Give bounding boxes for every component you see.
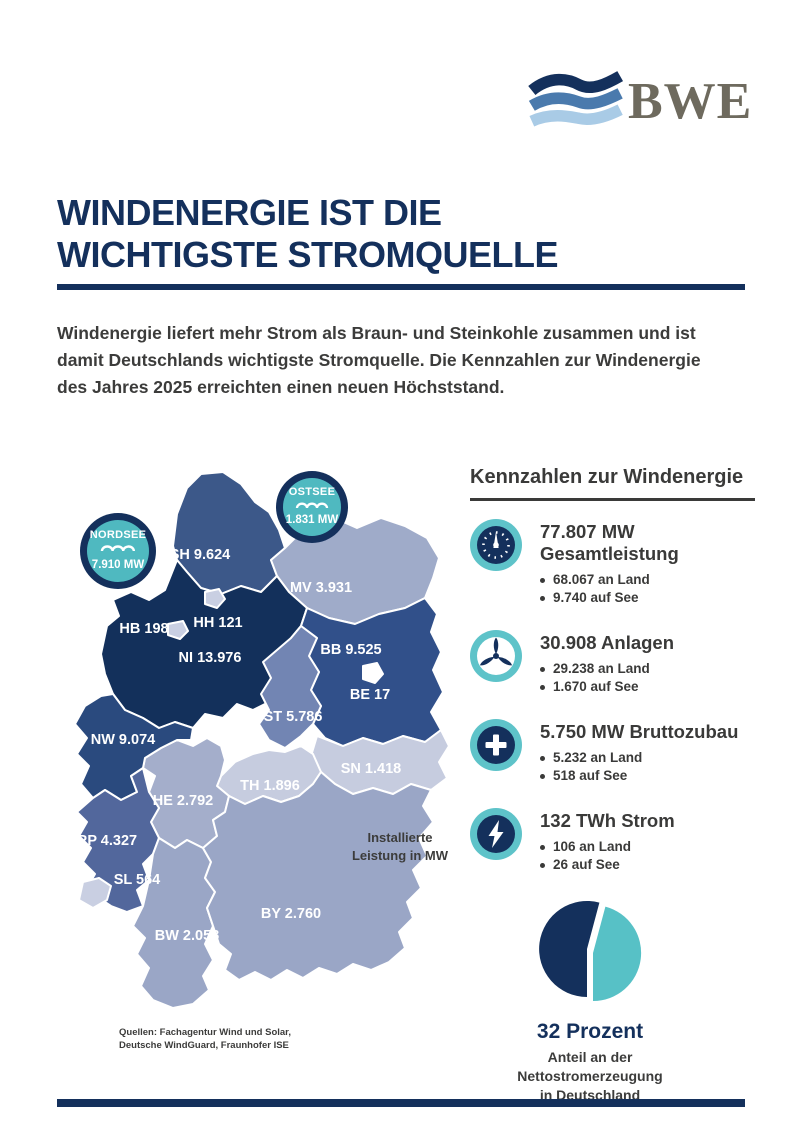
germany-map: SH 9.624 MV 3.931 NI 13.976 BB 9.525 ST … [55, 468, 455, 1060]
bullet-dot [540, 595, 545, 601]
state-ST [258, 625, 322, 749]
state-SL [78, 877, 112, 909]
stat-turbine-count-offshore: 1.670 auf See [540, 678, 674, 696]
pie-percent-label: 32 Prozent [536, 1020, 644, 1043]
turbine-icon [470, 630, 522, 682]
germany-choropleth-svg: SH 9.624 MV 3.931 NI 13.976 BB 9.525 ST … [74, 471, 450, 1051]
stat-gross-additions-onshore: 5.232 an Land [540, 749, 738, 767]
state-label-SN: SN 1.418 [341, 761, 401, 777]
share-pie-block: 32 Prozent Anteil an der Nettostromerzeu… [470, 897, 710, 1105]
nordsee-badge-value: 7.910 MW [92, 559, 145, 571]
bullet-dot [540, 577, 545, 583]
intro-paragraph: Windenergie liefert mehr Strom als Braun… [57, 323, 701, 397]
ostsee-wave-icon [295, 502, 329, 509]
ostsee-badge-value: 1.831 MW [286, 514, 339, 526]
state-HH [204, 588, 226, 609]
nordsee-badge-name: NORDSEE [90, 529, 147, 541]
pie-slice-wind [593, 906, 642, 1002]
nordsee-wave-icon [100, 545, 135, 552]
stat-turbine-count-headline: 30.908 Anlagen [540, 632, 675, 653]
key-figures-heading: Kennzahlen zur Windenergie [470, 466, 744, 488]
map-source-line2: Deutsche WindGuard, Fraunhofer ISE [119, 1040, 289, 1051]
title-divider [57, 284, 745, 290]
state-label-BB: BB 9.525 [320, 642, 381, 658]
key-figures-divider [470, 498, 755, 501]
state-label-BY: BY 2.760 [261, 906, 321, 922]
state-BE [362, 662, 384, 684]
page-title: WINDENERGIE IST DIE WICHTIGSTE STROMQUEL… [57, 192, 558, 275]
stat-gross-additions-offshore: 518 auf See [540, 767, 738, 785]
pie-caption: Anteil an der Nettostromerzeugung in Deu… [517, 1049, 663, 1103]
stat-gross-additions-headline: 5.750 MW Bruttozubau [540, 721, 739, 742]
state-label-HE: HE 2.792 [153, 793, 213, 809]
bullet-dot [540, 666, 545, 672]
logo-waves-icon [528, 71, 624, 127]
stat-total-capacity-headline: 77.807 MW Gesamtleistung [540, 521, 679, 564]
state-NW [74, 693, 194, 801]
state-label-MV: MV 3.931 [290, 580, 352, 596]
state-label-HH: HH 121 [193, 615, 242, 631]
bolt-icon [470, 808, 522, 860]
state-label-BE: BE 17 [350, 687, 390, 703]
bwe-logo: BWE [528, 70, 752, 134]
map-unit-note-line1: Installierte [367, 830, 432, 845]
bullet-dot [540, 773, 545, 779]
logo-wordmark: BWE [628, 73, 753, 130]
bullet-dot [540, 844, 545, 850]
stat-electricity-headline: 132 TWh Strom [540, 810, 675, 831]
bullet-dot [540, 684, 545, 690]
stat-turbine-count-onshore: 29.238 an Land [540, 660, 674, 678]
key-figures-panel: Kennzahlen zur Windenergie 77.807 MW Ges… [470, 466, 755, 1105]
share-pie-chart [539, 901, 642, 1002]
ostsee-badge: OSTSEE 1.831 MW [276, 471, 348, 543]
stat-gross-additions: 5.750 MW Bruttozubau 5.232 an Land 518 a… [470, 719, 755, 785]
state-label-SL: SL 564 [114, 872, 161, 888]
stat-electricity-onshore: 106 an Land [540, 838, 675, 856]
map-unit-note-line2: Leistung in MW [352, 848, 449, 863]
pie-slice-other [539, 901, 600, 997]
state-BW [132, 837, 216, 1009]
state-label-NW: NW 9.074 [91, 732, 155, 748]
stat-total-capacity-offshore: 9.740 auf See [540, 589, 755, 607]
stat-turbine-count: 30.908 Anlagen 29.238 an Land 1.670 auf … [470, 630, 755, 696]
bullet-dot [540, 755, 545, 761]
stat-electricity-offshore: 26 auf See [540, 856, 675, 874]
state-label-TH: TH 1.896 [240, 778, 300, 794]
map-source-line1: Quellen: Fachagentur Wind und Solar, [119, 1027, 291, 1038]
nordsee-badge: NORDSEE 7.910 MW [80, 513, 156, 589]
state-label-HB: HB 198 [119, 621, 168, 637]
state-RP [76, 767, 160, 913]
stat-total-capacity-onshore: 68.067 an Land [540, 571, 755, 589]
state-label-NI: NI 13.976 [179, 650, 242, 666]
plus-icon [470, 719, 522, 771]
ostsee-badge-name: OSTSEE [289, 486, 335, 498]
stat-electricity: 132 TWh Strom 106 an Land 26 auf See [470, 808, 755, 874]
state-label-SH: SH 9.624 [170, 547, 230, 563]
bullet-dot [540, 862, 545, 868]
state-label-RP: RP 4.327 [77, 833, 137, 849]
state-HB [167, 620, 189, 640]
gauge-icon [470, 519, 522, 571]
stat-total-capacity: 77.807 MW Gesamtleistung 68.067 an Land … [470, 519, 755, 607]
state-label-ST: ST 5.786 [264, 709, 323, 725]
footer-bar [57, 1099, 745, 1107]
state-label-BW: BW 2.058 [155, 928, 219, 944]
state-BY [202, 771, 434, 981]
